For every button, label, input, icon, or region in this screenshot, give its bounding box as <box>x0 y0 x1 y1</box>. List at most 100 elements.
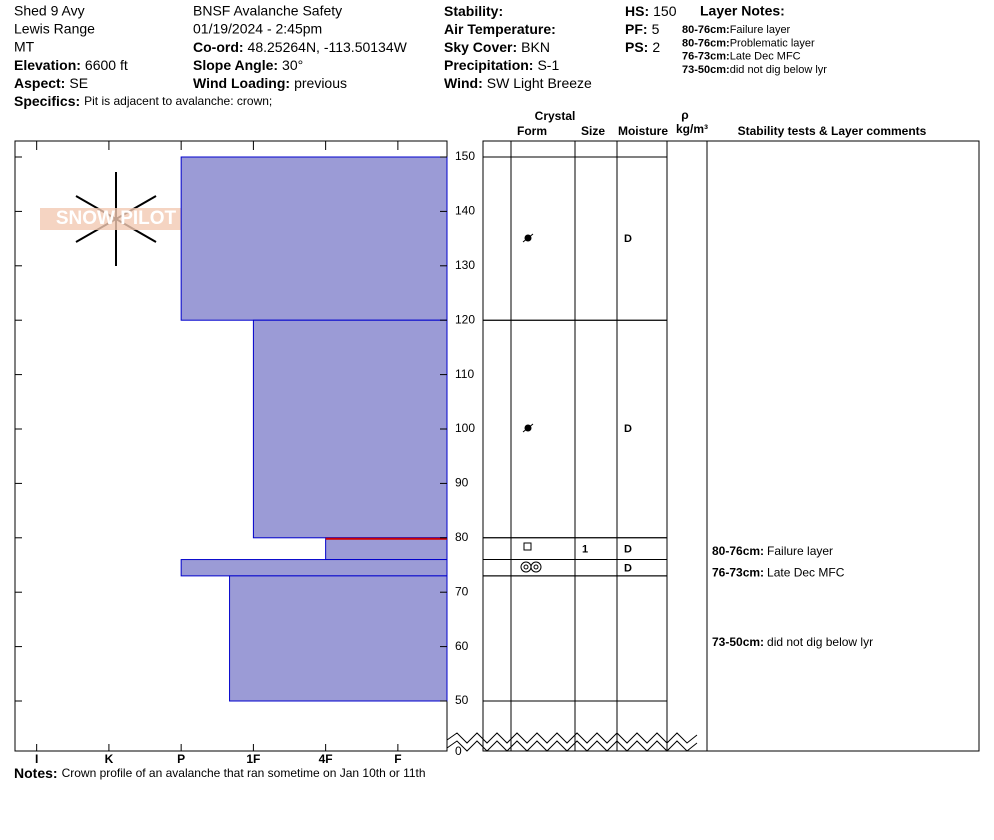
header-field: Slope Angle: 30° <box>193 57 303 73</box>
header-field: Precipitation: S-1 <box>444 57 559 73</box>
y-tick-label: 140 <box>455 204 475 218</box>
header-text: Lewis Range <box>14 21 95 37</box>
note-text: Failure layer <box>730 24 791 36</box>
layer-comment: 76-73cm: Late Dec MFC <box>712 566 845 580</box>
hardness-bar <box>325 537 448 561</box>
layer-comment: 80-76cm: Failure layer <box>712 544 833 558</box>
header-field: PS: 2 <box>625 39 660 55</box>
field-value: 5 <box>652 21 660 37</box>
field-value: SE <box>69 75 88 91</box>
table-frame <box>482 140 980 752</box>
field-label: PS: <box>625 39 648 55</box>
comment-depth: 76-73cm: <box>712 566 764 580</box>
comment-text: did not dig below lyr <box>767 635 873 649</box>
field-label: Slope Angle: <box>193 57 278 73</box>
field-label: Sky Cover: <box>444 39 517 55</box>
x-tick-label: 1F <box>246 752 260 766</box>
x-tick-label: K <box>105 752 114 766</box>
comment-text: Failure layer <box>767 544 833 558</box>
field-label: PF: <box>625 21 648 37</box>
note-depth: 80-76cm: <box>682 24 730 36</box>
header-field: Co-ord: 48.25264N, -113.50134W <box>193 39 408 55</box>
header-text: 01/19/2024 - 2:45pm <box>193 21 322 37</box>
y-tick-label: 0 <box>455 744 462 758</box>
header-field: PF: 5 <box>625 21 660 37</box>
specifics: Specifics: Pit is adjacent to avalanche: … <box>14 93 272 109</box>
field-value: Pit is adjacent to avalanche: crown; <box>84 94 272 108</box>
col-header: Form <box>517 124 547 138</box>
header-text: Shed 9 Avy <box>14 3 85 19</box>
y-tick-label: 80 <box>455 530 469 544</box>
notes-label: Notes: <box>14 765 58 781</box>
comment-text: Late Dec MFC <box>767 566 845 580</box>
header-field: Sky Cover: BKN <box>444 39 550 55</box>
field-value: 48.25264N, -113.50134W <box>248 39 408 55</box>
layer-note: 73-50cm:did not dig below lyr <box>682 64 827 76</box>
field-value: 150 <box>653 3 677 19</box>
logo-text: SNOW PILOT <box>56 208 177 229</box>
field-value: 30° <box>282 57 303 73</box>
field-label: Precipitation: <box>444 57 533 73</box>
layer-notes-title: Layer Notes: <box>700 3 785 19</box>
header-field: Air Temperature: <box>444 21 556 37</box>
x-tick-label: P <box>177 752 185 766</box>
hardness-bar <box>180 559 448 577</box>
col-header: ρ <box>681 108 688 122</box>
field-value: BKN <box>521 39 550 55</box>
field-label: Aspect: <box>14 75 65 91</box>
header-field: Elevation: 6600 ft <box>14 57 128 73</box>
y-tick-label: 70 <box>455 584 469 598</box>
y-tick-label: 130 <box>455 258 475 272</box>
col-header: kg/m³ <box>676 122 708 136</box>
note-depth: 76-73cm: <box>682 51 730 63</box>
comment-depth: 73-50cm: <box>712 635 764 649</box>
field-label: Air Temperature: <box>444 21 556 37</box>
header-field: HS: 150 <box>625 3 677 19</box>
y-tick-label: 110 <box>455 367 474 381</box>
hardness-bar <box>180 156 448 321</box>
field-value: S-1 <box>537 57 559 73</box>
x-tick-label: I <box>35 752 38 766</box>
field-label: Elevation: <box>14 57 81 73</box>
y-tick-label: 90 <box>455 476 469 490</box>
col-header: Crystal <box>535 109 576 123</box>
moisture: D <box>624 563 632 575</box>
note-text: Late Dec MFC <box>730 51 801 63</box>
field-label: Wind Loading: <box>193 75 290 91</box>
y-tick-label: 60 <box>455 639 469 653</box>
x-tick-label: 4F <box>319 752 333 766</box>
col-header: Moisture <box>618 124 668 138</box>
grain-size: 1 <box>582 544 588 556</box>
field-value: 6600 ft <box>85 57 128 73</box>
layer-note: 76-73cm:Late Dec MFC <box>682 51 801 63</box>
moisture: D <box>624 544 632 556</box>
y-tick-label: 120 <box>455 312 475 326</box>
notes: Notes: Crown profile of an avalanche that… <box>14 765 426 781</box>
col-header: Stability tests & Layer comments <box>738 124 927 138</box>
y-tick-label: 150 <box>455 149 475 163</box>
layer-note: 80-76cm:Problematic layer <box>682 37 815 49</box>
field-label: Specifics: <box>14 93 80 109</box>
notes-text: Crown profile of an avalanche that ran s… <box>62 766 426 780</box>
note-text: Problematic layer <box>730 37 815 49</box>
hardness-bar <box>252 319 448 539</box>
form-icons <box>520 233 542 573</box>
header-field: Wind Loading: previous <box>193 75 347 91</box>
field-label: Wind: <box>444 75 483 91</box>
field-value: 2 <box>652 39 660 55</box>
logo-band <box>40 208 192 230</box>
hardness-bar <box>229 575 448 702</box>
layer-note: 80-76cm:Failure layer <box>682 24 791 36</box>
header-field: Stability: <box>444 3 503 19</box>
note-text: did not dig below lyr <box>730 64 828 76</box>
note-depth: 80-76cm: <box>682 37 730 49</box>
comment-depth: 80-76cm: <box>712 544 764 558</box>
field-label: Co-ord: <box>193 39 244 55</box>
y-tick-label: 50 <box>455 693 469 707</box>
x-tick-label: F <box>394 752 401 766</box>
col-header: Size <box>581 124 605 138</box>
y-tick-label: 100 <box>455 421 475 435</box>
axis-break <box>446 732 698 752</box>
note-depth: 73-50cm: <box>682 64 730 76</box>
